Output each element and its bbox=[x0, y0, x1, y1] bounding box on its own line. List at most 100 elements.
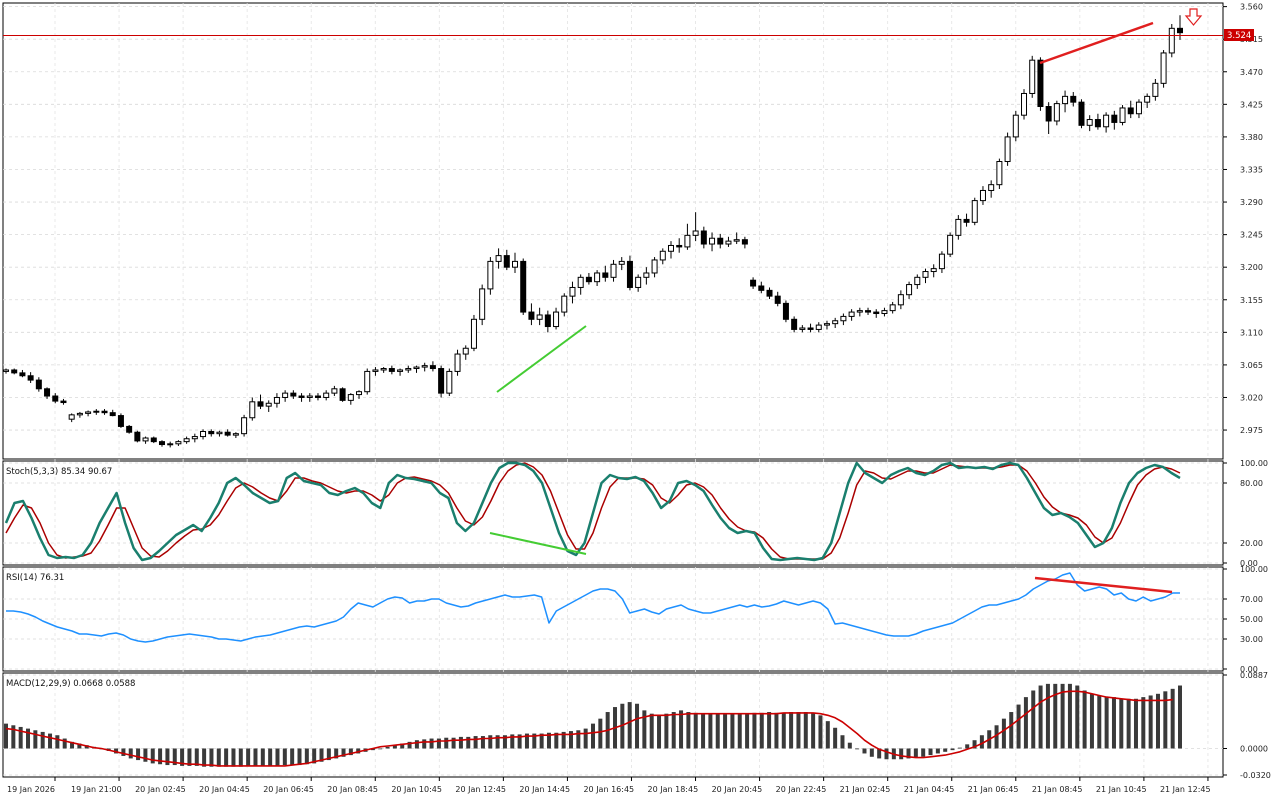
macd-histogram-bar bbox=[664, 713, 669, 749]
macd-histogram-bar bbox=[422, 739, 427, 749]
macd-histogram-bar bbox=[591, 723, 595, 749]
macd-histogram-bar bbox=[524, 733, 529, 749]
candle-body bbox=[249, 401, 256, 419]
candle-body bbox=[553, 311, 560, 328]
price-tick-label: 3.200 bbox=[1240, 263, 1263, 272]
macd-histogram-bar bbox=[877, 748, 882, 759]
candle-body bbox=[167, 443, 174, 446]
macd-histogram-bar bbox=[444, 737, 449, 749]
macd-histogram-bar bbox=[679, 710, 684, 749]
candle-body bbox=[380, 368, 387, 371]
candle-body bbox=[659, 250, 666, 261]
macd-histogram-bar bbox=[811, 712, 816, 749]
candle-body bbox=[1103, 114, 1110, 128]
candle-body bbox=[462, 347, 469, 355]
candle-body bbox=[421, 365, 428, 368]
macd-histogram-bar bbox=[1045, 683, 1050, 749]
candle-body bbox=[897, 294, 904, 306]
time-tick-label: 20 Jan 02:45 bbox=[135, 785, 186, 794]
candle-body bbox=[3, 369, 9, 372]
time-tick-label: 20 Jan 08:45 bbox=[327, 785, 378, 794]
macd-histogram-bar bbox=[825, 721, 830, 749]
macd-histogram-bar bbox=[451, 737, 456, 749]
macd-histogram-bar bbox=[326, 748, 331, 761]
macd-histogram-bar bbox=[554, 732, 559, 749]
time-tick-label: 21 Jan 06:45 bbox=[968, 785, 1019, 794]
current-price-tag bbox=[1224, 29, 1254, 41]
candle-body bbox=[446, 370, 453, 394]
macd-histogram-bar bbox=[26, 728, 31, 749]
macd-histogram-bar bbox=[906, 748, 911, 759]
macd-histogram-bar bbox=[693, 712, 698, 749]
time-tick-label: 19 Jan 21:00 bbox=[71, 785, 122, 794]
candle-body bbox=[799, 327, 806, 330]
macd-histogram-bar bbox=[378, 748, 383, 750]
time-tick-label: 21 Jan 04:45 bbox=[904, 785, 955, 794]
macd-histogram-bar bbox=[774, 712, 779, 749]
candle-body bbox=[692, 230, 699, 236]
price-tick-label: 3.335 bbox=[1240, 165, 1263, 174]
time-tick-label: 19 Jan 2026 bbox=[7, 785, 55, 794]
candle-body bbox=[216, 431, 223, 435]
macd-histogram-bar bbox=[833, 727, 838, 749]
macd-histogram-bar bbox=[150, 748, 155, 764]
axis-labels: 3.5603.5153.4703.4253.3803.3353.2903.245… bbox=[7, 3, 1271, 794]
macd-histogram-bar bbox=[495, 735, 500, 749]
candle-body bbox=[347, 394, 354, 401]
candle-body bbox=[1168, 27, 1175, 54]
time-tick-label: 21 Jan 10:45 bbox=[1096, 785, 1147, 794]
macd-histogram-bar bbox=[224, 748, 229, 767]
candle-body bbox=[914, 276, 921, 286]
candle-body bbox=[224, 431, 231, 436]
macd-histogram-bar bbox=[268, 748, 273, 766]
macd-label: MACD(12,29,9) 0.0668 0.0588 bbox=[6, 679, 135, 689]
macd-histogram-bar bbox=[253, 748, 258, 766]
candle-body bbox=[602, 272, 609, 278]
macd-histogram-bar bbox=[194, 748, 199, 766]
macd-histogram-bar bbox=[965, 744, 970, 749]
price-tick-label: 3.425 bbox=[1240, 100, 1263, 109]
macd-histogram-bar bbox=[1009, 712, 1014, 749]
macd-histogram-bar bbox=[598, 718, 603, 749]
macd-histogram-bar bbox=[627, 702, 632, 749]
stoch-label: Stoch(5,3,3) 85.34 90.67 bbox=[6, 467, 112, 477]
macd-histogram-bar bbox=[1155, 693, 1160, 749]
candle-body bbox=[750, 279, 757, 287]
candle-body bbox=[889, 304, 896, 312]
candle-body bbox=[438, 368, 445, 394]
candle-body bbox=[1127, 107, 1134, 115]
macd-histogram-bar bbox=[840, 735, 845, 749]
candle-body bbox=[290, 392, 297, 397]
macd-histogram-bar bbox=[657, 715, 662, 749]
macd-histogram-bar bbox=[701, 713, 706, 749]
candle-body bbox=[881, 310, 888, 315]
macd-histogram-bar bbox=[216, 748, 221, 767]
macd-histogram-bar bbox=[546, 732, 551, 749]
time-tick-label: 20 Jan 18:45 bbox=[648, 785, 699, 794]
macd-histogram-bar bbox=[1060, 683, 1065, 749]
macd-histogram-bar bbox=[180, 748, 185, 766]
candle-body bbox=[717, 237, 724, 245]
macd-histogram-bar bbox=[561, 731, 566, 749]
macd-histogram-bar bbox=[576, 730, 581, 749]
candle-body bbox=[815, 324, 822, 330]
macd-histogram-bar bbox=[759, 712, 764, 749]
macd-tick-label: 0.0000 bbox=[1240, 744, 1268, 753]
candle-body bbox=[503, 255, 510, 268]
grid-lines bbox=[3, 3, 1223, 777]
candle-body bbox=[988, 184, 995, 191]
rsi-indicator bbox=[6, 572, 1180, 643]
candle-body bbox=[971, 200, 978, 223]
candle-body bbox=[150, 437, 157, 443]
candle-body bbox=[512, 260, 519, 268]
candle-body bbox=[1053, 103, 1060, 122]
candle-body bbox=[19, 372, 26, 377]
candle-body bbox=[938, 253, 945, 270]
macd-histogram-bar bbox=[642, 710, 647, 749]
candle-body bbox=[413, 366, 420, 370]
price-tick-label: 3.065 bbox=[1240, 361, 1263, 370]
macd-signal-line bbox=[5, 690, 1173, 767]
candle-body bbox=[257, 401, 264, 407]
candle-body bbox=[44, 388, 51, 397]
candle-body bbox=[577, 276, 584, 288]
